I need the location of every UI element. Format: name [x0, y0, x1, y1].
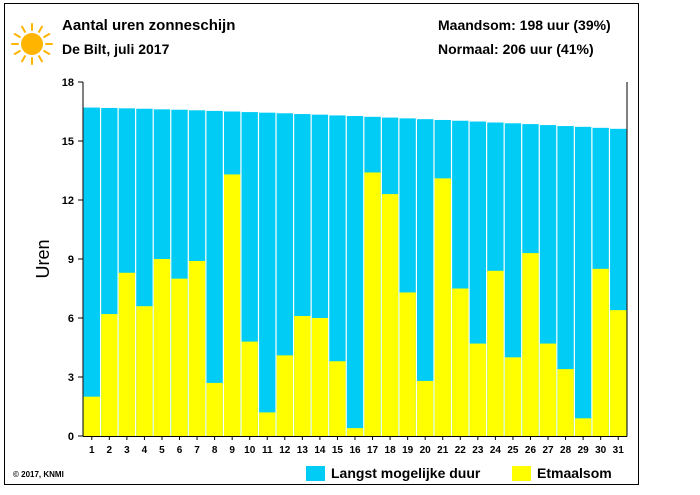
x-tick-label: 17 [367, 445, 379, 456]
y-tick-label: 18 [62, 77, 74, 89]
bar-daily-sum-day-19 [399, 292, 416, 436]
bar-daily-sum-day-1 [83, 396, 100, 436]
x-tick-label: 7 [194, 445, 200, 456]
x-tick-label: 13 [297, 445, 309, 456]
bar-daily-sum-day-12 [276, 355, 293, 436]
bar-max-duration-day-28 [557, 126, 574, 436]
bar-daily-sum-day-30 [592, 268, 609, 436]
x-tick-label: 19 [402, 445, 414, 456]
x-tick-label: 26 [525, 445, 537, 456]
x-tick-label: 3 [124, 445, 130, 456]
bar-daily-sum-day-9 [223, 174, 241, 436]
y-tick-label: 9 [68, 254, 74, 266]
sun-ray [21, 55, 26, 63]
sun-ray [43, 50, 51, 55]
legend-label-max-duration: Langst mogelijke duur [331, 465, 481, 481]
x-tick-label: 4 [142, 445, 148, 456]
bar-daily-sum-day-25 [504, 357, 522, 436]
bar-daily-sum-day-31 [610, 310, 627, 436]
x-tick-label: 23 [472, 445, 484, 456]
x-tick-label: 16 [349, 445, 361, 456]
bar-daily-sum-day-6 [171, 278, 188, 436]
chart-title: Aantal uren zonneschijn [62, 17, 236, 34]
sun-ray [43, 33, 51, 38]
y-tick-label: 3 [68, 372, 74, 384]
bar-daily-sum-day-27 [539, 343, 557, 436]
x-tick-label: 11 [262, 445, 273, 456]
legend-label-daily-sum: Etmaalsom [537, 465, 612, 481]
x-tick-label: 5 [159, 445, 165, 456]
bar-daily-sum-day-21 [434, 178, 451, 436]
bar-max-duration-day-1 [83, 107, 100, 437]
bar-max-duration-day-16 [346, 116, 364, 437]
bar-daily-sum-day-16 [346, 428, 364, 436]
bar-daily-sum-day-2 [101, 314, 118, 436]
x-tick-label: 28 [560, 445, 572, 456]
month-total-stat: Maandsom: 198 uur (39%) [438, 17, 611, 33]
bar-daily-sum-day-8 [206, 382, 223, 436]
legend-swatch-max-duration [306, 466, 325, 481]
x-tick-label: 21 [437, 445, 449, 456]
x-tick-label: 25 [507, 445, 519, 456]
bar-daily-sum-day-15 [329, 361, 346, 436]
x-tick-label: 22 [455, 445, 467, 456]
bar-daily-sum-day-14 [311, 318, 329, 436]
x-tick-label: 2 [107, 445, 113, 456]
bar-daily-sum-day-22 [452, 288, 469, 436]
x-tick-label: 29 [578, 445, 590, 456]
legend-swatch-daily-sum [512, 466, 531, 481]
bar-daily-sum-day-17 [364, 172, 381, 436]
bar-daily-sum-day-11 [259, 412, 276, 436]
bar-daily-sum-day-7 [188, 260, 206, 436]
bar-daily-sum-day-3 [118, 272, 136, 436]
x-tick-label: 20 [420, 445, 432, 456]
sun-ray [13, 50, 21, 55]
bar-max-duration-day-29 [574, 126, 592, 436]
x-tick-label: 15 [332, 445, 344, 456]
bar-daily-sum-day-23 [469, 343, 487, 436]
bar-daily-sum-day-29 [574, 418, 592, 436]
bar-daily-sum-day-18 [381, 194, 399, 436]
sun-icon [11, 23, 53, 65]
y-tick-label: 12 [62, 195, 74, 207]
bar-daily-sum-day-26 [522, 253, 539, 436]
copyright-text: © 2017, KNMI [13, 470, 64, 479]
bar-max-duration-day-12 [276, 113, 293, 437]
bar-daily-sum-day-4 [136, 306, 153, 436]
sun-ray [13, 33, 21, 38]
sun-ray [21, 25, 26, 33]
x-tick-label: 8 [212, 445, 218, 456]
bar-max-duration-day-20 [417, 119, 434, 437]
x-tick-label: 27 [542, 445, 554, 456]
bar-max-duration-day-8 [206, 110, 223, 436]
y-axis-title: Uren [33, 239, 53, 278]
normal-total-stat: Normaal: 206 uur (41%) [438, 41, 594, 57]
x-tick-label: 12 [279, 445, 291, 456]
x-tick-label: 9 [229, 445, 235, 456]
x-tick-label: 1 [89, 445, 95, 456]
x-tick-label: 14 [314, 445, 326, 456]
x-tick-label: 24 [490, 445, 502, 456]
x-tick-label: 10 [244, 445, 256, 456]
chart-subtitle: De Bilt, juli 2017 [62, 41, 170, 57]
bar-daily-sum-day-5 [153, 259, 171, 436]
x-tick-label: 30 [595, 445, 607, 456]
bar-daily-sum-day-20 [417, 380, 434, 436]
bar-max-duration-day-11 [259, 112, 276, 437]
bar-max-duration-day-15 [329, 115, 346, 436]
bar-daily-sum-day-13 [294, 316, 311, 436]
x-tick-label: 31 [613, 445, 625, 456]
bar-daily-sum-day-24 [487, 270, 504, 436]
bar-daily-sum-day-10 [241, 341, 258, 436]
sun-ray [38, 55, 43, 63]
x-tick-label: 18 [385, 445, 397, 456]
y-tick-label: 6 [68, 313, 74, 325]
y-tick-label: 0 [68, 431, 74, 443]
bar-daily-sum-day-28 [557, 369, 574, 436]
x-tick-label: 6 [177, 445, 183, 456]
sun-ray [38, 25, 43, 33]
y-tick-label: 15 [62, 136, 74, 148]
